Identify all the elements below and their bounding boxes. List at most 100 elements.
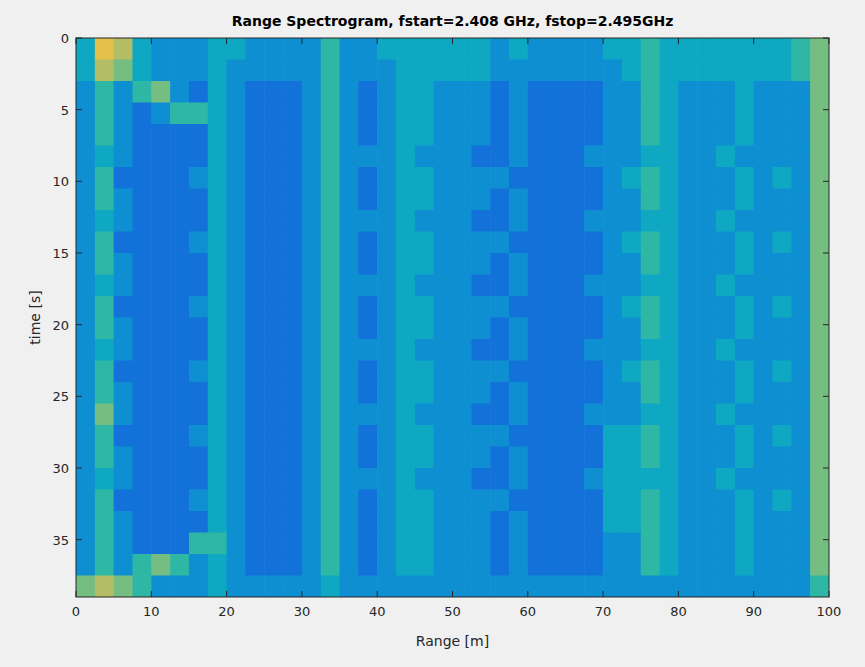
heat-cell: [245, 576, 264, 598]
heat-cell: [434, 404, 453, 426]
heat-cell: [660, 318, 679, 340]
heat-cell: [735, 124, 754, 146]
heat-cell: [415, 404, 434, 426]
heat-cell: [114, 447, 133, 469]
heat-cell: [264, 468, 283, 490]
x-tick-label: 30: [294, 604, 311, 619]
heat-cell: [716, 81, 735, 103]
heat-cell: [697, 146, 716, 168]
heat-cell: [377, 146, 396, 168]
heat-cell: [678, 554, 697, 576]
heat-cell: [735, 296, 754, 318]
heat-cell: [114, 232, 133, 254]
heat-cell: [660, 468, 679, 490]
heat-cell: [716, 447, 735, 469]
heat-cell: [189, 232, 208, 254]
heat-cell: [114, 511, 133, 533]
heat-cell: [471, 576, 490, 598]
heat-cell: [170, 103, 189, 125]
heat-cell: [490, 554, 509, 576]
heat-cell: [641, 296, 660, 318]
heat-cell: [321, 167, 340, 189]
heat-cell: [132, 81, 151, 103]
heat-cell: [264, 167, 283, 189]
heat-cell: [396, 339, 415, 361]
heat-cell: [227, 404, 246, 426]
heat-cell: [471, 210, 490, 232]
heat-cell: [810, 210, 829, 232]
heat-cell: [810, 382, 829, 404]
heat-cell: [678, 339, 697, 361]
heat-cell: [641, 576, 660, 598]
heat-cell: [641, 447, 660, 469]
heat-cell: [754, 167, 773, 189]
heat-cell: [697, 468, 716, 490]
heat-cell: [434, 554, 453, 576]
heat-cell: [114, 275, 133, 297]
heat-cell: [132, 339, 151, 361]
heat-cell: [678, 210, 697, 232]
heat-cell: [358, 253, 377, 275]
heat-cell: [245, 425, 264, 447]
heat-cell: [114, 146, 133, 168]
heat-cell: [509, 404, 528, 426]
heat-cell: [377, 189, 396, 211]
heat-cell: [321, 318, 340, 340]
heat-cell: [227, 533, 246, 555]
heat-cell: [151, 404, 170, 426]
heat-cell: [773, 275, 792, 297]
heat-cell: [208, 361, 227, 383]
heat-cell: [189, 576, 208, 598]
heat-cell: [697, 167, 716, 189]
heat-cell: [302, 103, 321, 125]
heat-cell: [471, 490, 490, 512]
heat-cell: [227, 210, 246, 232]
heat-cell: [434, 382, 453, 404]
y-tick-label: 25: [52, 389, 69, 404]
heat-cell: [377, 60, 396, 82]
heat-cell: [528, 554, 547, 576]
heat-cell: [453, 533, 472, 555]
heat-cell: [453, 253, 472, 275]
heat-cell: [584, 81, 603, 103]
heat-cell: [547, 103, 566, 125]
heat-cell: [151, 361, 170, 383]
heat-cell: [151, 425, 170, 447]
y-tick: [823, 38, 829, 39]
heat-cell: [132, 167, 151, 189]
heat-cell: [76, 554, 95, 576]
heat-cell: [791, 232, 810, 254]
heat-cell: [415, 81, 434, 103]
heat-cell: [716, 60, 735, 82]
heat-cell: [132, 361, 151, 383]
heat-cell: [697, 232, 716, 254]
heat-cell: [791, 576, 810, 598]
heat-cell: [358, 533, 377, 555]
heat-cell: [321, 511, 340, 533]
y-tick: [823, 324, 829, 325]
heat-cell: [453, 275, 472, 297]
heat-cell: [716, 210, 735, 232]
heat-cell: [377, 210, 396, 232]
heat-cell: [227, 554, 246, 576]
heat-cell: [716, 554, 735, 576]
heat-cell: [151, 38, 170, 60]
heat-cell: [791, 189, 810, 211]
heat-cell: [547, 382, 566, 404]
heat-cell: [377, 38, 396, 60]
y-tick-label: 5: [61, 103, 69, 118]
heat-cell: [547, 404, 566, 426]
heat-cell: [810, 361, 829, 383]
heat-cell: [810, 447, 829, 469]
heat-cell: [528, 425, 547, 447]
heat-cell: [321, 576, 340, 598]
heat-cell: [509, 38, 528, 60]
y-tick: [823, 539, 829, 540]
heat-cell: [509, 339, 528, 361]
heat-cell: [358, 425, 377, 447]
heat-cell: [773, 296, 792, 318]
heat-cell: [283, 124, 302, 146]
heat-cell: [622, 382, 641, 404]
heat-cell: [773, 210, 792, 232]
heat-cell: [773, 232, 792, 254]
